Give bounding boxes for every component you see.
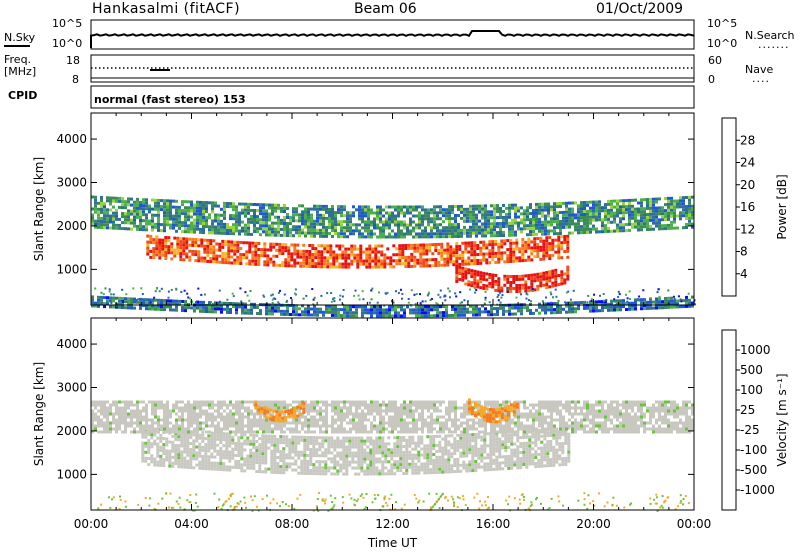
velocity-colorbar: 1000 500 100 25 -25 -100 -500 -1000 Velocity [m … bbox=[721, 329, 789, 511]
noise-tick-low: 10^0 bbox=[52, 37, 83, 50]
colorbar-tick-label: 1000 bbox=[740, 343, 771, 357]
colorbar-tick-label: -100 bbox=[740, 443, 767, 457]
colorbar-title: Power [dB] bbox=[775, 174, 789, 239]
x-tick-label: 00:00 bbox=[74, 517, 109, 531]
colorbar-tick-label: 24 bbox=[740, 156, 755, 170]
x-tick-label: 12:00 bbox=[375, 517, 410, 531]
x-tick-label: 04:00 bbox=[174, 517, 209, 531]
y-tick-label: 2000 bbox=[56, 424, 87, 438]
freq-tick-low: 8 bbox=[72, 73, 79, 86]
noise-trace bbox=[90, 30, 695, 38]
y-tick-label: 1000 bbox=[56, 262, 87, 276]
cpid-panel bbox=[90, 85, 695, 109]
colorbar-tick-label: 16 bbox=[740, 200, 755, 214]
freq-tick-high: 18 bbox=[66, 54, 80, 67]
colorbar-tick-label: 4 bbox=[740, 267, 748, 281]
freq-panel bbox=[90, 54, 695, 83]
nave-tick-low: 0 bbox=[708, 73, 715, 86]
freq-unit-label: [MHz] bbox=[4, 65, 37, 78]
y-tick-label: 3000 bbox=[56, 176, 87, 190]
y-tick-label: 2000 bbox=[56, 219, 87, 233]
x-tick-label: 20:00 bbox=[576, 517, 611, 531]
cpid-label: CPID bbox=[8, 89, 38, 102]
colorbar-tick-label: -25 bbox=[740, 423, 760, 437]
x-tick-label: 00:00 bbox=[677, 517, 712, 531]
y-axis-label: Slant Range [km] bbox=[32, 362, 46, 466]
colorbar-tick-label: 20 bbox=[740, 178, 755, 192]
axis-labels: 00:00 04:00 08:00 12:00 16:00 20:00 00:00 Time … bbox=[74, 517, 712, 550]
x-tick-label: 08:00 bbox=[275, 517, 310, 531]
y-tick-label: 1000 bbox=[56, 467, 87, 481]
x-axis-label: Time UT bbox=[367, 536, 418, 550]
nsky-label: N.Sky bbox=[4, 31, 36, 44]
freq-label: Freq. bbox=[4, 53, 32, 66]
colorbar-tick-label: 100 bbox=[740, 383, 763, 397]
noise-tick-high-right: 10^5 bbox=[707, 17, 738, 30]
colorbar-tick-label: 25 bbox=[740, 403, 755, 417]
power-colorbar: 28 24 20 16 12 8 4 Power [dB] bbox=[721, 117, 789, 297]
noise-panel bbox=[90, 19, 695, 50]
y-tick-label: 4000 bbox=[56, 132, 87, 146]
colorbar-tick-label: -500 bbox=[740, 463, 767, 477]
colorbar-title: Velocity [m s⁻¹] bbox=[775, 373, 789, 466]
beam-title: Beam 06 bbox=[354, 1, 417, 17]
nave-legend-dots: .... bbox=[752, 72, 770, 85]
nsearch-label: N.Search bbox=[745, 29, 795, 42]
colorbar-tick-label: -1000 bbox=[740, 483, 775, 497]
colorbar-tick-label: 8 bbox=[740, 245, 748, 259]
colorbar-tick-label: 500 bbox=[740, 363, 763, 377]
nsky-legend-line bbox=[4, 45, 30, 47]
noise-tick-high: 10^5 bbox=[52, 17, 83, 30]
velocity-panel: 1000 2000 3000 4000 Slant Range [km] bbox=[32, 317, 695, 512]
y-tick-label: 4000 bbox=[56, 337, 87, 351]
x-tick-label: 16:00 bbox=[476, 517, 511, 531]
nave-tick-high: 60 bbox=[708, 54, 722, 67]
station-title: Hankasalmi (fitACF) bbox=[92, 1, 241, 17]
y-axis-label: Slant Range [km] bbox=[32, 157, 46, 261]
noise-tick-low-right: 10^0 bbox=[707, 37, 738, 50]
nsearch-legend-dots: ....... bbox=[758, 38, 790, 51]
y-tick-label: 3000 bbox=[56, 381, 87, 395]
date-title: 01/Oct/2009 bbox=[596, 1, 684, 17]
power-panel: 1000 2000 3000 4000 Slant Range [km] bbox=[32, 112, 696, 318]
colorbar-tick-label: 12 bbox=[740, 222, 755, 236]
colorbar-tick-label: 28 bbox=[740, 133, 755, 147]
nave-label: Nave bbox=[745, 63, 774, 76]
cpid-text: normal (fast stereo) 153 bbox=[94, 93, 246, 106]
